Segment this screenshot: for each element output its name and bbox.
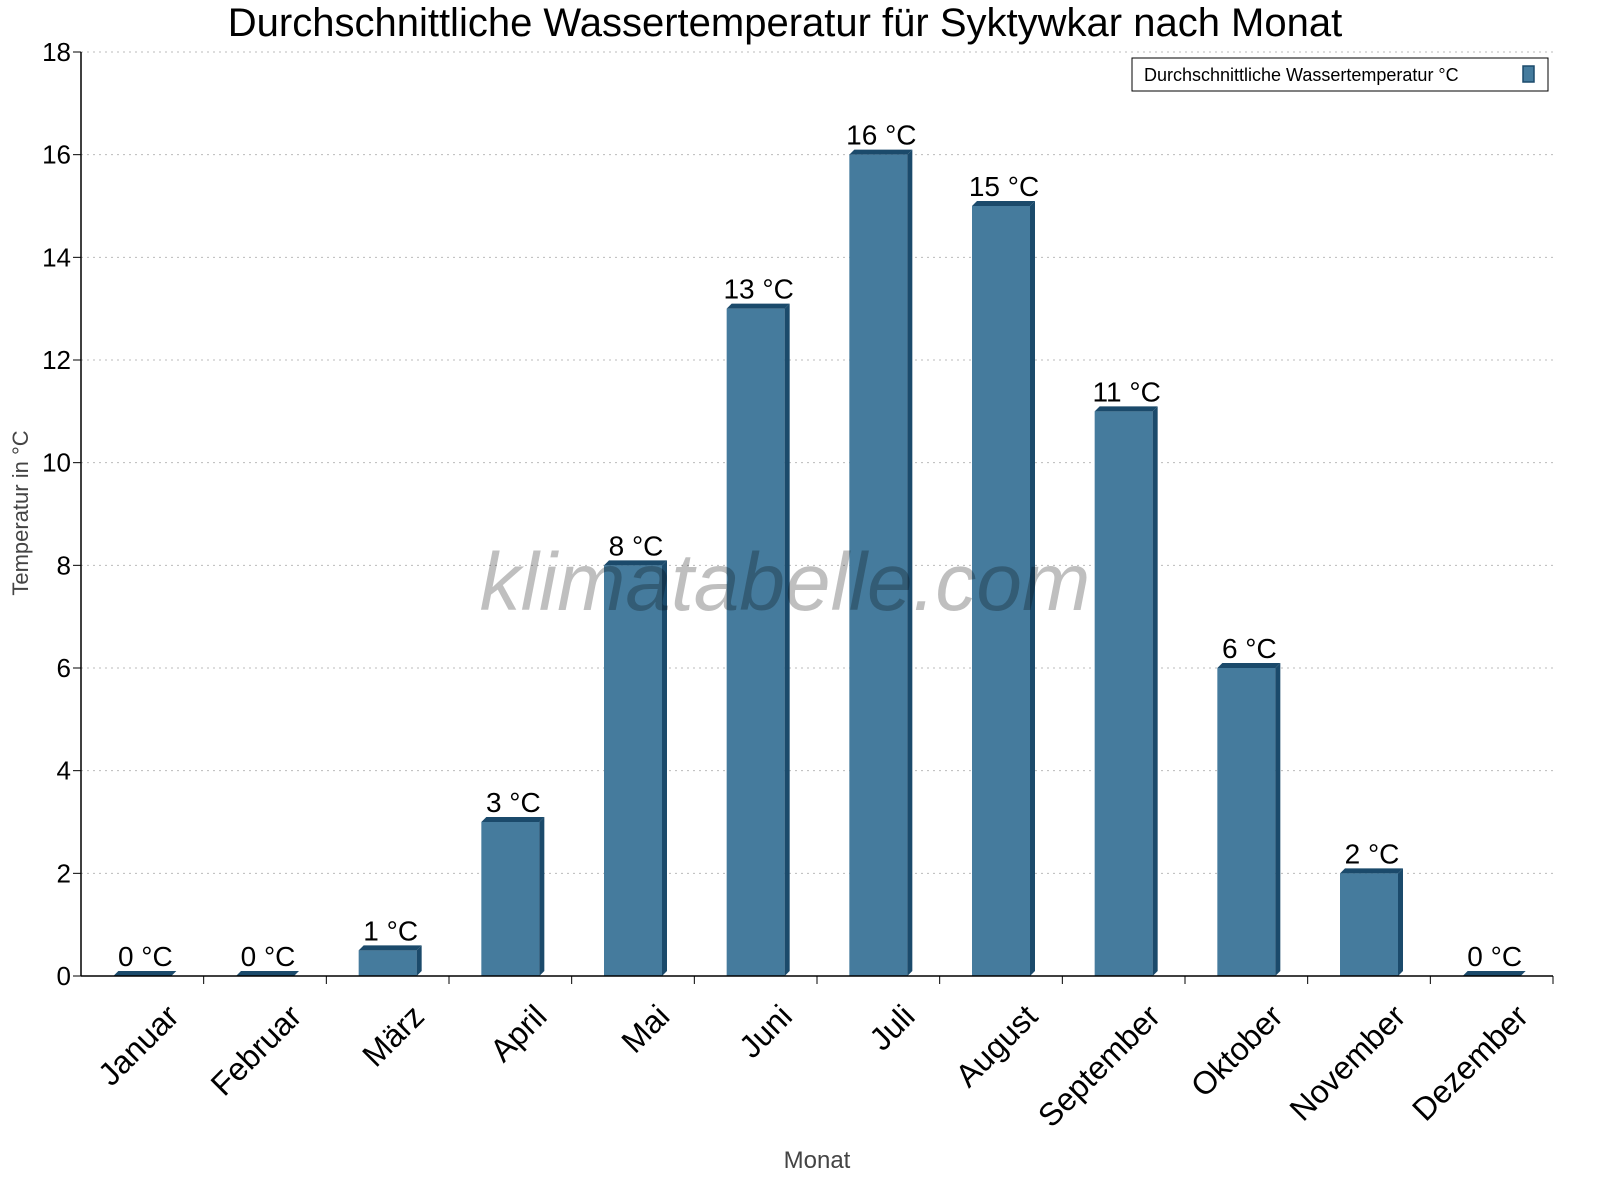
legend-swatch (1522, 65, 1535, 83)
bar (849, 154, 908, 976)
x-tick-label: Januar (91, 998, 186, 1093)
bar-side (1152, 406, 1158, 976)
data-label: 8 °C (609, 530, 664, 561)
y-tick-label: 10 (42, 448, 71, 478)
bar (358, 950, 417, 976)
legend: Durchschnittliche Wassertemperatur °C (1131, 57, 1549, 92)
bar-top (726, 303, 790, 309)
bar-side (662, 560, 667, 976)
x-tick-label: Februar (204, 998, 309, 1103)
data-label: 16 °C (846, 120, 916, 151)
data-label: 0 °C (241, 941, 296, 972)
grid (81, 51, 1553, 874)
bar-top (1462, 971, 1526, 976)
y-tick-label: 6 (57, 653, 71, 683)
bar-top (604, 560, 667, 566)
bar-top (481, 817, 545, 822)
chart-title: Durchschnittliche Wassertemperatur für S… (228, 1, 1342, 45)
watermark: klimatabelle.com (480, 537, 1091, 628)
data-label: 6 °C (1222, 633, 1277, 664)
x-tick-label: Oktober (1184, 998, 1290, 1104)
bar (481, 822, 540, 976)
data-label: 15 °C (969, 171, 1039, 202)
bar-side (416, 945, 422, 976)
y-tick-label: 16 (42, 140, 71, 170)
bar (972, 206, 1030, 976)
data-label: 13 °C (723, 274, 793, 305)
y-tick-label: 8 (57, 550, 71, 580)
y-axis-label: Temperatur in °C (8, 430, 33, 595)
data-label: 0 °C (118, 941, 173, 972)
legend-label: Durchschnittliche Wassertemperatur °C (1144, 65, 1459, 85)
y-tick-label: 0 (57, 961, 71, 991)
data-label: 1 °C (363, 915, 418, 946)
data-label: 3 °C (486, 787, 541, 818)
x-tick-label: August (948, 998, 1044, 1094)
y-axis-ticks: 0 2 4 6 8 10 12 14 16 18 (42, 37, 81, 991)
x-axis-label: Monat (784, 1147, 851, 1174)
x-tick-label: Dezember (1405, 998, 1535, 1128)
x-tick-label: März (355, 998, 431, 1074)
y-tick-label: 2 (57, 858, 71, 888)
bar-side (1398, 868, 1403, 976)
bar-side (1275, 663, 1281, 976)
bar-top (1217, 663, 1281, 668)
legend-box (1131, 57, 1549, 92)
bar-side (1030, 201, 1035, 976)
x-axis-ticks: Januar Februar März April Mai Juni Juli AugustS… (91, 976, 1554, 1134)
bar-side (784, 303, 790, 977)
bar-top (1094, 406, 1158, 412)
x-tick-label: April (483, 998, 554, 1069)
data-label: 2 °C (1345, 838, 1400, 869)
x-tick-label: November (1282, 998, 1412, 1128)
bar-side (907, 149, 913, 976)
y-tick-label: 18 (42, 37, 71, 67)
bar (1094, 411, 1153, 976)
y-tick-label: 4 (57, 756, 71, 786)
bar (1217, 668, 1276, 976)
bar-top (236, 971, 299, 976)
x-tick-label: September (1031, 998, 1167, 1134)
data-label: 0 °C (1467, 941, 1522, 972)
bar-top (358, 945, 422, 951)
y-tick-label: 14 (42, 242, 71, 272)
y-tick-label: 12 (42, 345, 71, 375)
x-tick-label: Juni (732, 998, 799, 1065)
bars: 0 °C 0 °C 1 °C 3 °C 8 °C 13 °C 16 °C 15 °C 11 °C… (113, 120, 1526, 977)
bar-top (972, 201, 1035, 206)
bar (726, 308, 785, 977)
bar (604, 565, 662, 976)
bar-top (1340, 868, 1403, 874)
x-tick-label: Mai (614, 998, 676, 1060)
bar-top (849, 149, 913, 155)
bar-side (539, 817, 545, 976)
bar-top (113, 971, 177, 976)
x-tick-label: Juli (862, 998, 921, 1057)
bar (1340, 873, 1398, 976)
data-label: 11 °C (1093, 376, 1161, 407)
